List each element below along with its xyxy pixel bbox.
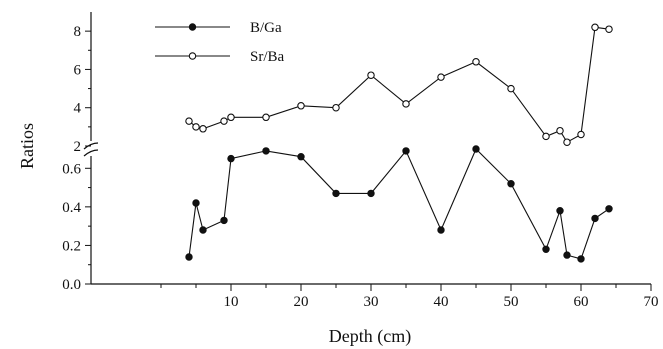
data-point-sr-ba	[227, 113, 235, 122]
y-tick-label: 8	[74, 24, 82, 40]
y-tick-label: 6	[74, 62, 82, 78]
data-point-b-ga	[542, 245, 550, 254]
data-point-b-ga	[332, 189, 340, 198]
data-point-sr-ba	[367, 71, 375, 79]
series-b-ga	[185, 145, 613, 263]
legend-label-sr-ba: Sr/Ba	[250, 49, 285, 65]
data-point-sr-ba	[332, 103, 340, 112]
data-point-b-ga	[507, 180, 515, 188]
data-point-b-ga	[563, 251, 571, 259]
data-point-sr-ba	[472, 58, 480, 66]
data-point-b-ga	[262, 147, 270, 155]
legend-marker-sr-ba	[188, 52, 197, 60]
data-point-sr-ba	[185, 117, 193, 125]
x-tick-label: 40	[434, 294, 449, 310]
x-tick-label: 60	[574, 294, 589, 310]
data-point-sr-ba	[577, 130, 585, 139]
data-point-b-ga	[192, 199, 200, 207]
y-tick-label: 0.4	[62, 200, 81, 216]
y-tick-label: 0.2	[62, 238, 81, 254]
data-point-b-ga	[437, 226, 445, 234]
y-axis-title: Ratios	[17, 123, 37, 169]
data-point-b-ga	[402, 147, 410, 155]
legend-label-b-ga: B/Ga	[250, 20, 282, 36]
data-point-b-ga	[199, 226, 207, 234]
data-point-sr-ba	[437, 73, 445, 81]
series-line-b-ga	[188, 148, 610, 260]
data-point-b-ga	[227, 154, 235, 163]
series-sr-ba	[185, 23, 613, 146]
y-tick-label: 0.6	[62, 161, 81, 177]
data-point-b-ga	[367, 189, 375, 198]
legend: B/Ga Sr/Ba	[155, 20, 285, 65]
data-point-b-ga	[577, 255, 585, 263]
axis-break-mark	[83, 142, 99, 150]
data-point-sr-ba	[605, 25, 613, 33]
x-axis-title: Depth (cm)	[329, 326, 411, 347]
series-layer	[185, 23, 613, 263]
axis-break-mark	[83, 149, 99, 157]
data-point-sr-ba	[556, 126, 564, 135]
data-point-sr-ba	[563, 138, 571, 146]
x-tick-label: 70	[644, 294, 659, 310]
data-point-b-ga	[591, 214, 599, 223]
data-point-sr-ba	[192, 123, 200, 131]
data-point-sr-ba	[220, 117, 228, 125]
data-point-b-ga	[220, 216, 228, 225]
data-point-b-ga	[297, 153, 305, 161]
x-tick-label: 10	[224, 294, 239, 310]
data-point-b-ga	[605, 205, 613, 213]
x-tick-label: 50	[504, 294, 519, 310]
legend-marker-b-ga	[188, 23, 197, 31]
data-point-b-ga	[472, 145, 480, 153]
data-point-sr-ba	[262, 113, 270, 122]
y-tick-label: 0.0	[62, 277, 81, 293]
x-tick-label: 20	[294, 294, 309, 310]
data-point-sr-ba	[591, 23, 599, 32]
series-line-sr-ba	[188, 26, 610, 143]
data-point-sr-ba	[507, 84, 515, 93]
data-point-b-ga	[185, 253, 193, 261]
y-tick-label: 2	[74, 139, 82, 155]
data-point-sr-ba	[199, 125, 207, 133]
data-point-sr-ba	[297, 102, 305, 110]
x-tick-label: 30	[364, 294, 379, 310]
axes: 10 20 30 40 50 60 70 0.0 0.2 0.4 0.6 2 4 6 8	[62, 12, 659, 310]
data-point-b-ga	[556, 207, 564, 215]
y-tick-label: 4	[74, 101, 82, 117]
data-point-sr-ba	[402, 100, 410, 108]
data-point-sr-ba	[542, 132, 550, 141]
